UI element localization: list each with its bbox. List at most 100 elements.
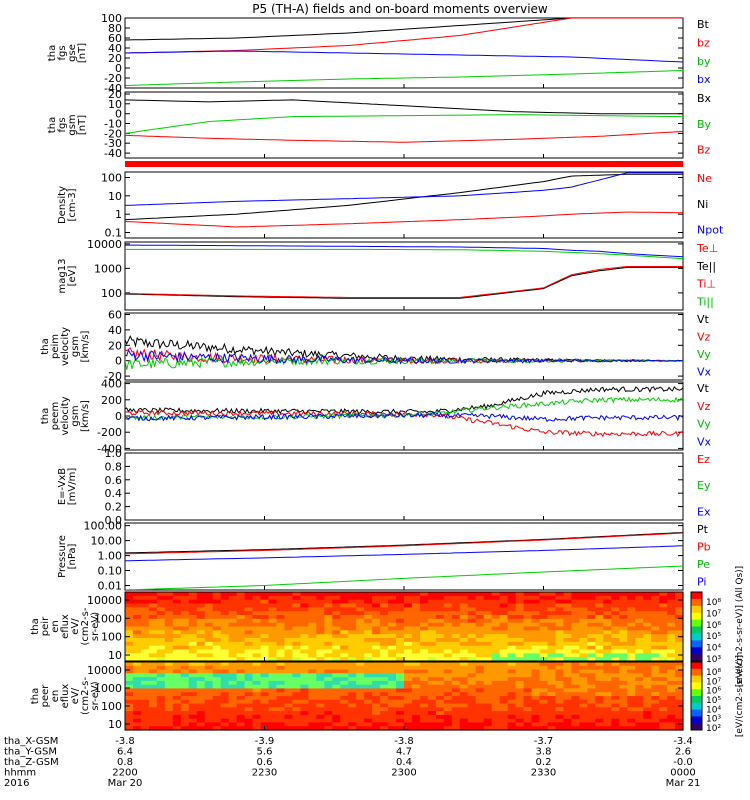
spectrogram-cell — [531, 703, 541, 708]
spectrogram-cell — [292, 726, 301, 731]
spectrogram-cell — [411, 615, 421, 620]
spectrogram-cell — [483, 657, 493, 662]
spectrogram-cell — [579, 692, 588, 697]
spectrogram-cell — [539, 696, 549, 701]
spectrogram-cell — [125, 684, 134, 690]
spectrogram-cell — [404, 726, 413, 731]
x-axis-value: 2200 — [112, 768, 137, 779]
spectrogram-cell — [603, 638, 612, 643]
spectrogram-cell — [244, 611, 254, 616]
spectrogram-cell — [364, 718, 373, 724]
spectrogram-cell — [555, 677, 565, 682]
spectrogram-cell — [348, 649, 357, 654]
spectrogram-cell — [595, 657, 604, 662]
spectrogram-cell — [324, 673, 333, 678]
spectrogram-cell — [547, 638, 557, 643]
spectrogram-cell — [220, 603, 230, 608]
spectrogram-cell — [364, 607, 373, 612]
spectrogram-cell — [451, 718, 461, 724]
spectrogram-cell — [571, 684, 580, 690]
spectrogram-cell — [603, 703, 612, 708]
spectrogram-cell — [404, 688, 413, 693]
spectrogram-cell — [148, 599, 158, 605]
spectrogram-cell — [435, 638, 445, 643]
spectrogram-cell — [300, 699, 309, 705]
spectrogram-cell — [643, 703, 652, 708]
spectrogram-cell — [587, 692, 596, 697]
spectrogram-cell — [659, 603, 668, 608]
spectrogram-cell — [595, 592, 604, 597]
spectrogram-cell — [635, 649, 644, 654]
spectrogram-cell — [563, 714, 572, 720]
spectrogram-cell — [531, 657, 541, 662]
spectrogram-cell — [595, 607, 604, 612]
spectrogram-cell — [204, 673, 214, 678]
spectrogram-cell — [475, 657, 485, 662]
spectrogram-cell — [228, 615, 238, 620]
spectrogram-cell — [523, 696, 533, 701]
spectrogram-cell — [228, 688, 238, 693]
spectrogram-cell — [595, 726, 604, 731]
spectrogram-cell — [627, 630, 636, 635]
spectrogram-cell — [308, 611, 317, 616]
legend-entry: Bx — [697, 92, 712, 105]
spectrogram-cell — [372, 669, 381, 674]
spectrogram-cell — [651, 684, 660, 690]
spectrogram-cell — [196, 714, 206, 720]
spectrogram-cell — [268, 662, 278, 667]
y-axis-label: tha — [47, 117, 58, 133]
spectrogram-cell — [172, 684, 182, 690]
spectrogram-cell — [603, 657, 612, 662]
spectrogram-cell — [372, 665, 381, 671]
spectrogram-cell — [404, 653, 413, 658]
spectrogram-cell — [276, 680, 286, 686]
spectrogram-cell — [547, 592, 557, 597]
spectrogram-cell — [188, 669, 198, 674]
spectrogram-cell — [475, 684, 485, 690]
spectrogram-cell — [324, 665, 333, 671]
spectrogram-cell — [475, 714, 485, 720]
spectrogram-cell — [667, 688, 676, 693]
spectrogram-cell — [467, 696, 477, 701]
spectrogram-cell — [571, 641, 580, 647]
spectrogram-cell — [388, 673, 397, 678]
spectrogram-cell — [539, 703, 549, 708]
spectrogram-cell — [284, 662, 293, 667]
spectrogram-cell — [196, 711, 206, 716]
colorbar-tick-label: 10⁷ — [706, 609, 721, 619]
spectrogram-cell — [196, 703, 206, 708]
spectrogram-cell — [132, 718, 142, 724]
spectrogram-cell — [380, 618, 389, 624]
spectrogram-cell — [372, 626, 381, 631]
spectrogram-cell — [236, 638, 246, 643]
spectrogram-cell — [635, 603, 644, 608]
spectrogram-cell — [435, 714, 445, 720]
spectrogram-cell — [411, 611, 421, 616]
spectrogram-cell — [427, 711, 437, 716]
spectrogram-cell — [651, 718, 660, 724]
spectrogram-cell — [364, 688, 373, 693]
spectrogram-cell — [196, 626, 206, 631]
spectrogram-cell — [132, 595, 142, 601]
spectrogram-cell — [372, 680, 381, 686]
spectrogram-cell — [491, 680, 501, 686]
spectrogram-cell — [659, 626, 668, 631]
spectrogram-cell — [523, 611, 533, 616]
spectrogram-cell — [475, 649, 485, 654]
spectrogram-cell — [228, 641, 238, 647]
spectrogram-cell — [396, 662, 405, 667]
spectrogram-cell — [220, 626, 230, 631]
spectrogram-cell — [292, 622, 301, 628]
spectrogram-cell — [411, 680, 421, 686]
spectrogram-cell — [164, 645, 174, 651]
spectrogram-cell — [252, 662, 262, 667]
spectrogram-cell — [204, 722, 214, 727]
spectrogram-cell — [675, 611, 684, 616]
spectrogram-cell — [340, 722, 349, 727]
spectrogram-cell — [236, 673, 246, 678]
spectrogram-cell — [427, 626, 437, 631]
spectrogram-cell — [499, 653, 509, 658]
spectrogram-cell — [451, 714, 461, 720]
spectrogram-cell — [220, 592, 230, 597]
spectrogram-cell — [611, 649, 620, 654]
